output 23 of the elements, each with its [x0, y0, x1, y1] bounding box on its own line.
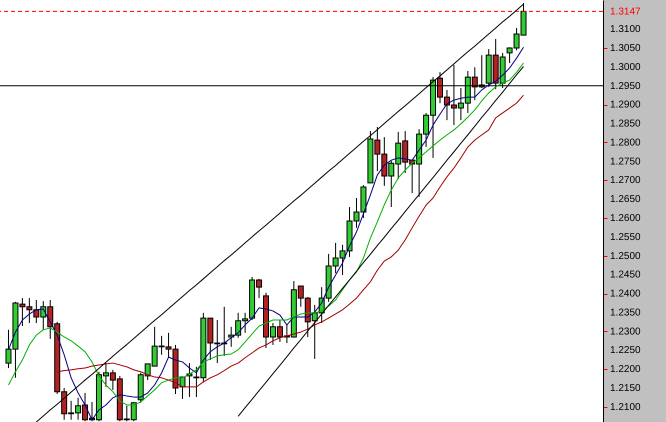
y-tick-label: 1.2750 — [610, 156, 642, 168]
y-tick-label: 1.2100 — [610, 402, 642, 413]
y-tick-label: 1.2600 — [610, 212, 642, 224]
y-tick-label: 1.2800 — [610, 137, 642, 148]
ref-line-label: 1.2950 — [610, 80, 642, 92]
y-tick-label: 1.2900 — [610, 100, 642, 111]
y-tick-label: 1.2150 — [610, 383, 642, 394]
ref-line-label: 1.3147 — [610, 6, 642, 18]
y-tick-label: 1.2250 — [610, 345, 642, 356]
y-tick-label: 1.2300 — [610, 326, 642, 338]
y-tick-label: 1.3000 — [610, 62, 642, 73]
line-series — [56, 94, 524, 388]
y-tick-label: 1.2850 — [610, 118, 642, 130]
y-tick-label: 1.2550 — [610, 232, 642, 243]
y-tick-label: 1.2350 — [610, 307, 642, 318]
y-tick-label: 1.2700 — [610, 175, 642, 186]
y-tick-label: 1.3100 — [610, 24, 642, 36]
y-tick-label: 1.2200 — [610, 364, 642, 376]
y-tick-label: 1.2500 — [610, 250, 642, 262]
y-tick-label: 1.2650 — [610, 194, 642, 206]
y-tick-label: 1.3050 — [610, 42, 642, 54]
y-tick-label: 1.2400 — [610, 288, 642, 300]
y-tick-label: 1.2450 — [610, 270, 642, 281]
